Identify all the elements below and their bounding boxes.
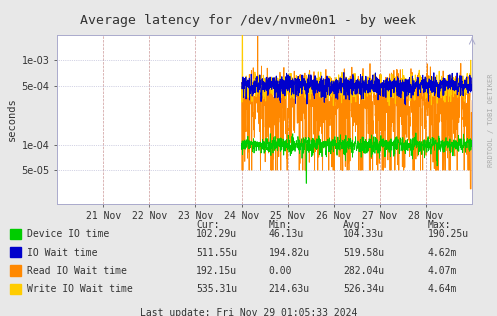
Text: 282.04u: 282.04u [343, 266, 384, 276]
Y-axis label: seconds: seconds [7, 97, 17, 141]
Text: 0.00: 0.00 [268, 266, 292, 276]
Text: 102.29u: 102.29u [196, 229, 238, 240]
Text: Last update: Fri Nov 29 01:05:33 2024: Last update: Fri Nov 29 01:05:33 2024 [140, 308, 357, 316]
Text: Write IO Wait time: Write IO Wait time [27, 284, 133, 295]
Text: RRDTOOL / TOBI OETIKER: RRDTOOL / TOBI OETIKER [488, 73, 494, 167]
Text: 192.15u: 192.15u [196, 266, 238, 276]
Text: Read IO Wait time: Read IO Wait time [27, 266, 127, 276]
Text: 4.64m: 4.64m [427, 284, 457, 295]
Text: 214.63u: 214.63u [268, 284, 310, 295]
Text: 519.58u: 519.58u [343, 248, 384, 258]
Text: 511.55u: 511.55u [196, 248, 238, 258]
Text: 190.25u: 190.25u [427, 229, 469, 240]
Text: 104.33u: 104.33u [343, 229, 384, 240]
Text: Average latency for /dev/nvme0n1 - by week: Average latency for /dev/nvme0n1 - by we… [81, 14, 416, 27]
Text: 526.34u: 526.34u [343, 284, 384, 295]
Text: Max:: Max: [427, 220, 451, 230]
Text: 535.31u: 535.31u [196, 284, 238, 295]
Text: Avg:: Avg: [343, 220, 366, 230]
Text: 4.62m: 4.62m [427, 248, 457, 258]
Text: IO Wait time: IO Wait time [27, 248, 97, 258]
Text: Cur:: Cur: [196, 220, 220, 230]
Text: 4.07m: 4.07m [427, 266, 457, 276]
Text: Min:: Min: [268, 220, 292, 230]
Text: Device IO time: Device IO time [27, 229, 109, 240]
Text: 46.13u: 46.13u [268, 229, 304, 240]
Text: 194.82u: 194.82u [268, 248, 310, 258]
